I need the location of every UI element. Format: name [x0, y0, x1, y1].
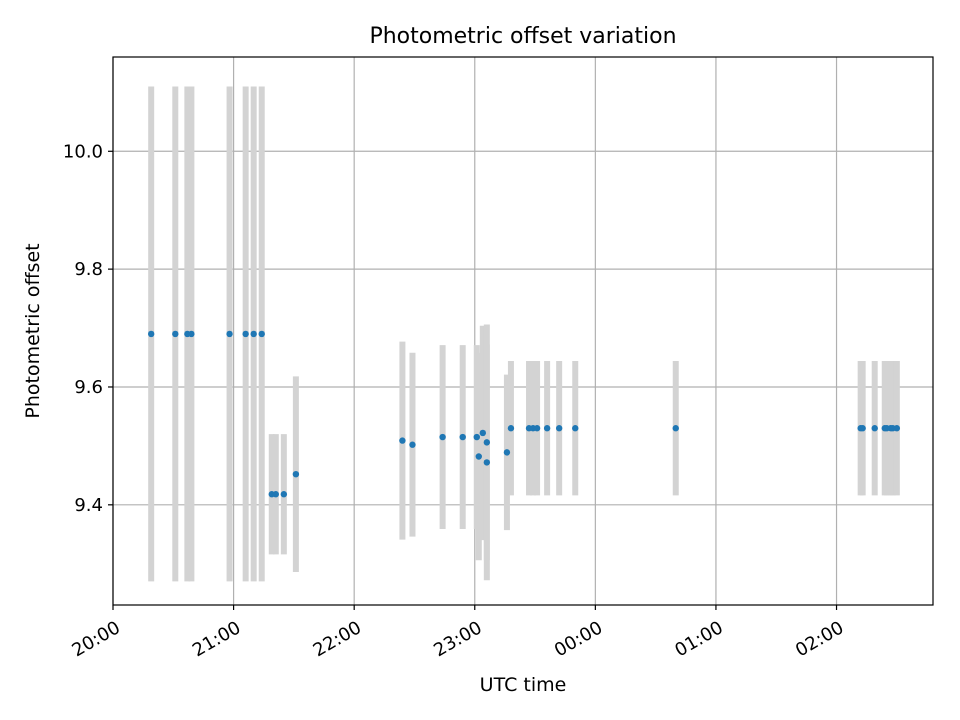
x-tick-label: 01:00 [671, 617, 726, 661]
data-point [555, 425, 563, 432]
data-point [503, 449, 511, 456]
data-point [893, 425, 901, 432]
data-point [409, 441, 416, 448]
x-axis-ticks: 20:00 21:00 22:00 23:00 00:00 01:00 02:00 [68, 605, 847, 661]
data-point [250, 330, 257, 338]
data-point [399, 437, 406, 444]
data-point [672, 425, 679, 432]
data-point [172, 330, 179, 338]
data-point [483, 459, 491, 466]
x-tick-label: 20:00 [68, 617, 123, 661]
x-tick-label: 00:00 [551, 617, 606, 661]
chart-title: Photometric offset variation [369, 24, 676, 49]
x-tick-label: 23:00 [430, 617, 485, 661]
data-point [272, 491, 279, 498]
data-point [473, 433, 480, 441]
data-point [147, 330, 155, 338]
y-tick-label: 10.0 [63, 141, 103, 162]
data-point [459, 433, 466, 441]
y-tick-label: 9.8 [74, 259, 103, 280]
data-point [439, 433, 446, 441]
data-point [479, 429, 487, 437]
data-point [533, 425, 541, 432]
y-axis-label: Photometric offset [22, 243, 44, 418]
data-point [859, 425, 866, 432]
data-point [292, 470, 300, 478]
data-point [543, 425, 551, 432]
data-point [280, 491, 288, 498]
data-point [507, 425, 515, 432]
y-tick-label: 9.4 [74, 495, 103, 516]
data-point [483, 439, 491, 446]
data-point [871, 425, 878, 432]
data-point [188, 330, 195, 338]
y-axis-ticks: 9.4 9.6 9.8 10.0 [63, 141, 113, 516]
plot-frame [112, 56, 934, 606]
x-tick-label: 21:00 [189, 617, 244, 661]
x-tick-label: 02:00 [792, 617, 847, 661]
y-tick-label: 9.6 [74, 377, 103, 398]
grid [112, 57, 933, 605]
data-point [226, 330, 233, 338]
data-point [572, 425, 579, 432]
data-point [258, 330, 265, 338]
x-tick-label: 22:00 [310, 617, 365, 661]
data-point [242, 330, 249, 338]
x-axis-label: UTC time [480, 674, 567, 696]
data-points [147, 330, 901, 498]
plot-background [113, 57, 933, 605]
data-point [475, 453, 482, 460]
